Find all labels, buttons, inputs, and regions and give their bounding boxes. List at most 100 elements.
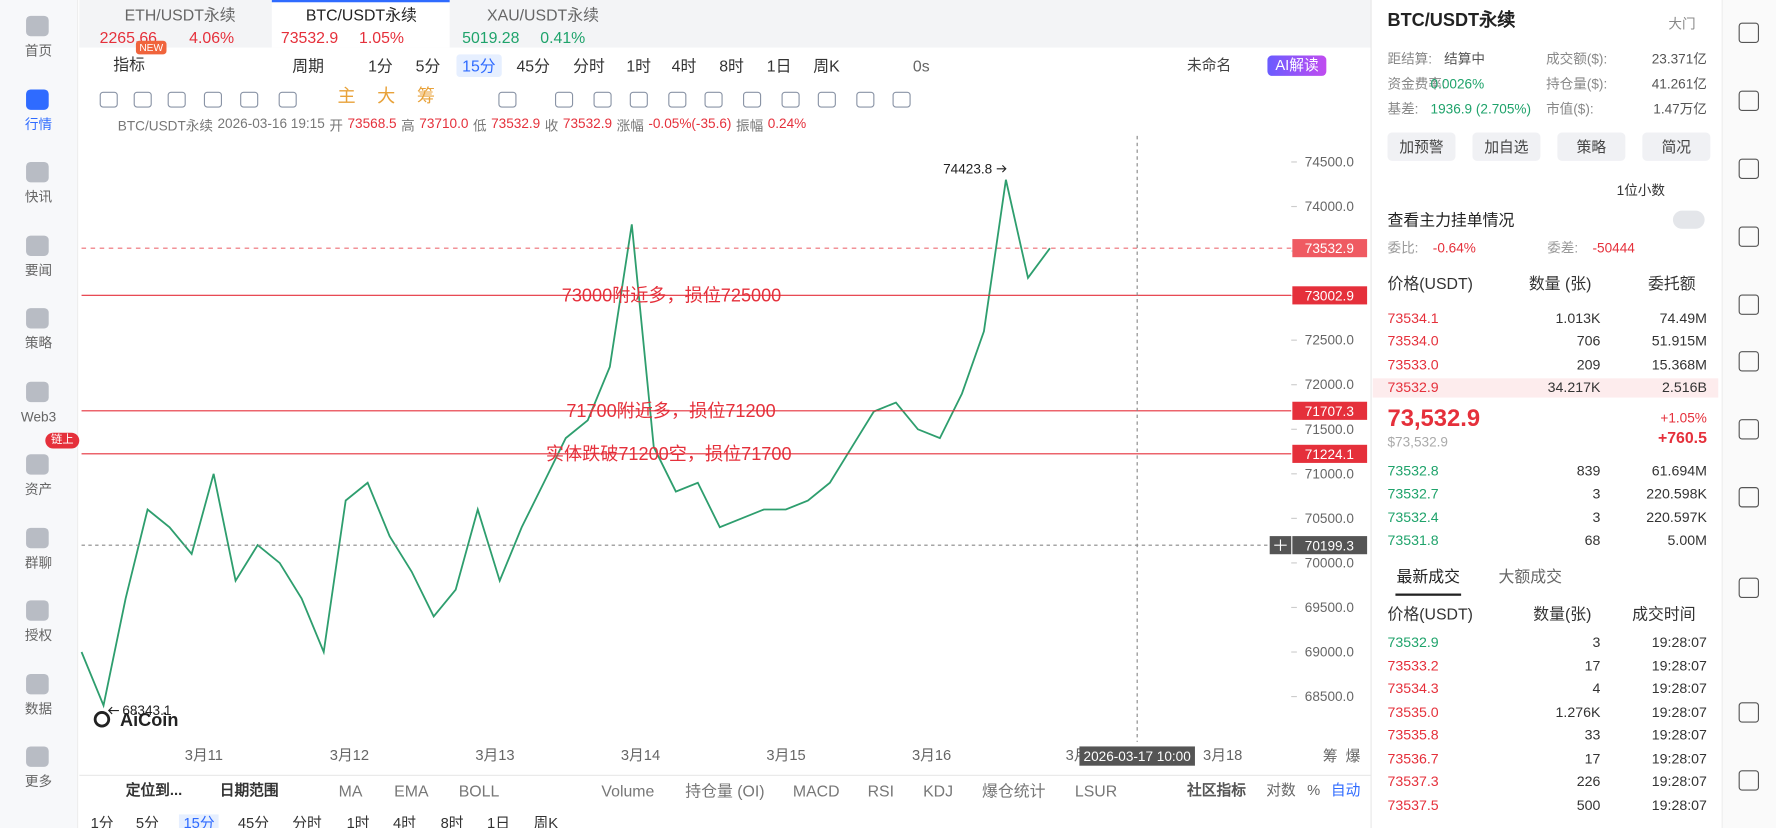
draw-tool[interactable]: 主	[337, 87, 356, 107]
indicator-toggle[interactable]: BOLL	[458, 781, 500, 800]
interval-button[interactable]: 1日	[766, 56, 792, 75]
action-button-bg[interactable]	[1472, 132, 1541, 161]
rail-icon[interactable]	[1738, 487, 1760, 508]
nav-icon[interactable]	[26, 308, 49, 329]
nav-icon[interactable]	[26, 746, 49, 767]
tool-icon[interactable]	[498, 91, 517, 108]
nav-label[interactable]: 资产	[24, 481, 53, 498]
rail-icon[interactable]	[1738, 770, 1760, 791]
period-button[interactable]: 周期	[292, 56, 324, 75]
tool-icon[interactable]	[593, 91, 612, 108]
tool-icon[interactable]	[892, 91, 911, 108]
rail-icon[interactable]	[1738, 351, 1760, 372]
nav-icon[interactable]	[26, 161, 49, 183]
indicator-toggle[interactable]: MA	[338, 781, 363, 800]
indicator-toggle[interactable]: EMA	[394, 781, 429, 800]
rail-icon[interactable]	[1738, 22, 1760, 44]
interval-button[interactable]: 45分	[237, 814, 269, 828]
interval-button[interactable]: 1时	[626, 56, 652, 75]
tool-icon[interactable]	[668, 91, 687, 108]
interval-button[interactable]: 8时	[719, 56, 744, 75]
rail-icon[interactable]	[1738, 702, 1760, 723]
action-button[interactable]: 简况	[1661, 138, 1692, 156]
tool-icon[interactable]	[817, 91, 836, 108]
draw-tool[interactable]: 筹	[416, 87, 435, 107]
interval-button[interactable]: 4时	[671, 56, 697, 75]
interval-button[interactable]: 周K	[533, 814, 559, 828]
nav-label[interactable]: 快讯	[24, 189, 53, 206]
rail-icon[interactable]	[1738, 294, 1760, 315]
tool-icon[interactable]	[856, 91, 875, 108]
tab-name[interactable]: BTC/USDT永续	[305, 5, 417, 24]
trade-tab[interactable]: 大额成交	[1498, 567, 1562, 586]
tab-name[interactable]: XAU/USDT永续	[487, 5, 599, 24]
tool-icon[interactable]	[203, 91, 222, 108]
interval-button[interactable]: 5分	[135, 814, 159, 828]
nav-label[interactable]: Web3	[20, 408, 57, 425]
tool-icon[interactable]	[240, 91, 259, 108]
log-toggle[interactable]: 对数	[1266, 781, 1296, 799]
nav-label[interactable]: 要闻	[24, 262, 53, 279]
nav-icon[interactable]	[26, 88, 49, 110]
nav-label[interactable]: 更多	[24, 773, 53, 790]
tool-icon[interactable]	[133, 91, 152, 108]
rail-icon[interactable]	[1738, 419, 1760, 440]
nav-icon[interactable]	[26, 527, 49, 548]
action-button[interactable]: 加预警	[1399, 138, 1444, 156]
interval-button[interactable]: 1日	[487, 814, 510, 828]
interval-button[interactable]: 1分	[90, 814, 114, 828]
action-button-bg[interactable]	[1557, 132, 1626, 161]
auto-toggle[interactable]: 自动	[1330, 781, 1361, 799]
nav-label[interactable]: 群聊	[24, 554, 53, 571]
rail-icon[interactable]	[1738, 90, 1760, 112]
tool-icon[interactable]	[781, 91, 800, 108]
date-range[interactable]: 日期范围	[219, 781, 279, 799]
indicator-toggle[interactable]: 持仓量 (OI)	[685, 781, 765, 800]
indicator-toggle[interactable]: Volume	[601, 781, 655, 800]
percent-toggle[interactable]: %	[1307, 781, 1321, 799]
interval-button[interactable]: 1分	[368, 56, 393, 75]
tool-icon[interactable]	[743, 91, 762, 108]
interval-button[interactable]: 分时	[573, 56, 605, 75]
nav-icon[interactable]	[26, 454, 49, 475]
ai-button[interactable]: AI解读	[1267, 55, 1327, 76]
nav-label[interactable]: 首页	[24, 43, 53, 59]
rail-icon[interactable]	[1738, 226, 1760, 247]
interval-button[interactable]: 周K	[813, 56, 840, 75]
interval-button[interactable]: 15分	[456, 54, 502, 78]
layout-select[interactable]: 未命名	[1187, 56, 1232, 74]
nav-label[interactable]: 数据	[24, 700, 53, 717]
indicator-button[interactable]: 指标	[113, 55, 145, 74]
interval-button[interactable]: 15分	[178, 814, 220, 828]
interval-button[interactable]: 4时	[393, 814, 416, 828]
nav-icon[interactable]	[26, 15, 49, 37]
interval-button[interactable]: 分时	[292, 814, 322, 828]
interval-button[interactable]: 5分	[415, 56, 441, 75]
rail-icon[interactable]	[1738, 158, 1760, 179]
locate-button[interactable]: 定位到...	[125, 781, 183, 799]
exchange[interactable]: 大门	[1668, 15, 1696, 32]
trade-tab[interactable]: 最新成交	[1396, 567, 1460, 586]
nav-icon[interactable]	[26, 600, 49, 621]
action-button-bg[interactable]	[1642, 132, 1711, 161]
rail-icon[interactable]	[1738, 577, 1760, 599]
tool-icon[interactable]	[99, 91, 118, 108]
tool-icon[interactable]	[167, 91, 186, 108]
nav-icon[interactable]	[26, 235, 49, 256]
tool-icon[interactable]	[704, 91, 723, 108]
interval-button[interactable]: 45分	[516, 56, 550, 75]
interval-button[interactable]: 1时	[346, 814, 370, 828]
indicator-toggle[interactable]: RSI	[867, 781, 895, 800]
nav-label[interactable]: 授权	[24, 627, 53, 644]
nav-label[interactable]: 行情	[24, 116, 53, 132]
indicator-toggle[interactable]: LSUR	[1074, 781, 1118, 800]
action-button[interactable]: 策略	[1576, 138, 1607, 156]
nav-icon[interactable]	[26, 381, 49, 402]
action-button-bg[interactable]	[1387, 132, 1456, 161]
indicator-toggle[interactable]: KDJ	[923, 781, 954, 800]
action-button[interactable]: 加自选	[1484, 138, 1529, 156]
interval-button[interactable]: 8时	[440, 814, 464, 828]
nav-icon[interactable]	[26, 673, 49, 694]
draw-tool[interactable]: 大	[377, 87, 396, 107]
tool-icon[interactable]	[629, 91, 648, 108]
